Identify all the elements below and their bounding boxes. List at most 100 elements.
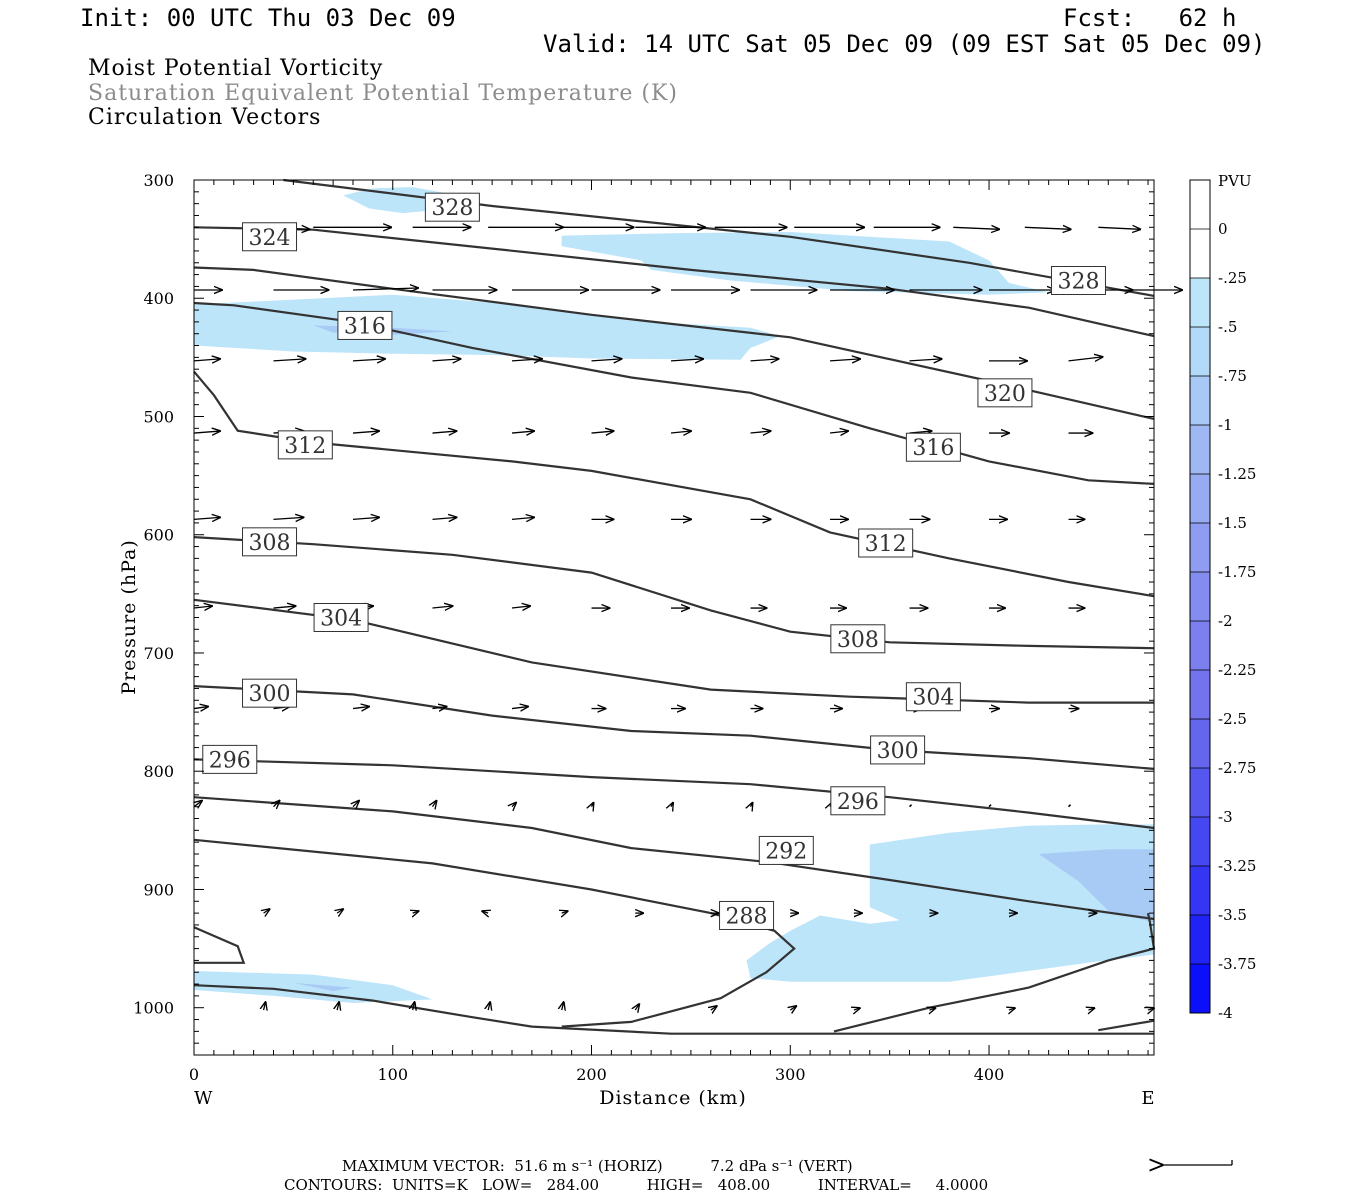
vector [273, 606, 296, 608]
contour-label-box [337, 310, 393, 340]
colorbar-level: -3.75 [1218, 955, 1256, 973]
contour-label-box [830, 786, 886, 816]
contour-label-box [719, 900, 775, 930]
vector [432, 707, 447, 709]
vector [562, 1002, 564, 1010]
vector [670, 359, 703, 361]
title-theta-es: Saturation Equivalent Potential Temperat… [88, 81, 678, 106]
vector [353, 801, 359, 807]
vector [670, 431, 691, 433]
max-vector-info: MAXIMUM VECTOR: 51.6 m s⁻¹ (HORIZ) 7.2 d… [342, 1157, 853, 1175]
contour-label: 300 [877, 739, 919, 764]
y-tick-label: 800 [143, 762, 174, 781]
isentrope-308 [193, 536, 1155, 650]
vector [352, 431, 379, 433]
colorbar-level: -2 [1218, 612, 1233, 630]
colorbar-level: -1.5 [1218, 514, 1247, 532]
vector [482, 911, 488, 913]
colorbar-swatch [1190, 474, 1210, 523]
contour-label: 300 [249, 682, 291, 707]
x-axis-title: Distance (km) [599, 1087, 747, 1109]
contour-info: CONTOURS: UNITS=K LOW= 284.00 HIGH= 408.… [284, 1176, 989, 1194]
title-vectors: Circulation Vectors [88, 105, 322, 130]
colorbar-level: -3.25 [1218, 857, 1256, 875]
colorbar-unit: PVU [1218, 172, 1252, 190]
vector [635, 1004, 639, 1010]
colorbar-level: -3 [1218, 808, 1233, 826]
vector [512, 803, 516, 807]
contour-label: 316 [912, 436, 954, 461]
vector [1098, 227, 1140, 229]
colorbar-swatch [1190, 817, 1210, 866]
colorbar-swatch [1190, 866, 1210, 915]
pv-region [746, 824, 1154, 982]
contour-label: 312 [284, 434, 326, 459]
vector [264, 1002, 266, 1010]
isentrope-328 [283, 178, 1155, 297]
forecast-hour: Fcst: 62 h [1063, 4, 1237, 32]
colorbar-swatch [1190, 278, 1210, 327]
vector [953, 227, 999, 229]
contour-label-box [870, 735, 926, 765]
colorbar-swatch [1190, 964, 1210, 1013]
isentrope-288 [193, 838, 796, 1028]
contour-label: 324 [249, 226, 291, 251]
isentrope-296 [193, 758, 1155, 830]
colorbar-swatch [1190, 229, 1210, 278]
vector [790, 1006, 796, 1010]
contour-label: 328 [431, 196, 473, 221]
vector [829, 431, 848, 433]
y-tick-label: 900 [143, 880, 174, 899]
vector [1024, 227, 1071, 229]
contour-label-box [905, 432, 961, 462]
x-tick-label: 200 [576, 1065, 607, 1084]
y-axis-title: Pressure (hPa) [118, 539, 140, 695]
y-tick-label: 500 [143, 407, 174, 426]
vector [562, 911, 568, 913]
vector [854, 1008, 860, 1010]
contour-label-box [905, 682, 961, 712]
colorbar-level: -.75 [1218, 367, 1247, 385]
y-tick-label: 1000 [133, 999, 174, 1018]
colorbar-swatch [1190, 180, 1210, 229]
colorbar-frame [1189, 179, 1211, 1014]
vector-dot [908, 804, 913, 808]
vector [337, 1002, 339, 1010]
vector [193, 707, 208, 709]
contour-label-box [830, 624, 886, 654]
contour-label: 292 [765, 839, 807, 864]
colorbar-level: -2.25 [1218, 661, 1256, 679]
vector [1068, 357, 1103, 361]
colorbar-level: -2.5 [1218, 710, 1247, 728]
vector [511, 707, 528, 709]
vector [352, 288, 418, 290]
colorbar-level: -1.75 [1218, 563, 1256, 581]
colorbar-level: -.5 [1218, 318, 1237, 336]
pv-region [561, 232, 1049, 295]
x-tick-label: 400 [974, 1065, 1005, 1084]
contour-label-box [977, 378, 1033, 408]
y-tick-label: 400 [143, 289, 174, 308]
contour-label: 288 [726, 904, 768, 929]
vector [193, 517, 220, 519]
east-label: E [1141, 1088, 1154, 1109]
contour-label-box [277, 430, 333, 460]
contour-label-box [202, 744, 258, 774]
vector [194, 801, 202, 807]
pv-shading [194, 187, 1154, 1003]
pv-colorbar: PVU 0 -.25 -.5 -.75 -1 -1.25 -1.5 -1.75 -2 -2.25 -2… [1189, 172, 1256, 1022]
isentrope-324 [193, 226, 1155, 338]
vector [193, 359, 220, 361]
vector [352, 707, 369, 709]
isentrope-312 [193, 370, 1155, 598]
valid-time: Valid: 14 UTC Sat 05 Dec 09 (09 EST Sat … [543, 30, 1266, 58]
colorbar-swatch [1190, 327, 1210, 376]
colorbar-swatch [1190, 670, 1210, 719]
colorbar-level: -3.5 [1218, 906, 1247, 924]
contour-label-box [313, 603, 369, 632]
contour-label: 304 [912, 686, 954, 711]
colorbar-level: -4 [1218, 1004, 1233, 1022]
vector [829, 359, 860, 361]
vector [751, 803, 753, 807]
vector [352, 359, 385, 361]
